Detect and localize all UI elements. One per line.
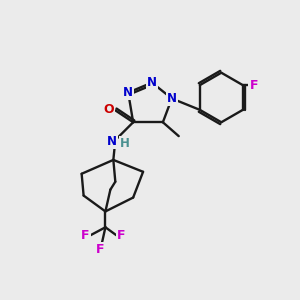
Text: N: N — [123, 86, 133, 99]
Text: F: F — [117, 229, 125, 242]
Text: N: N — [167, 92, 177, 105]
Text: F: F — [96, 243, 105, 256]
Text: F: F — [249, 79, 258, 92]
Text: H: H — [120, 136, 130, 150]
Text: O: O — [103, 103, 114, 116]
Text: N: N — [147, 76, 157, 89]
Text: F: F — [81, 229, 90, 242]
Text: N: N — [107, 135, 117, 148]
